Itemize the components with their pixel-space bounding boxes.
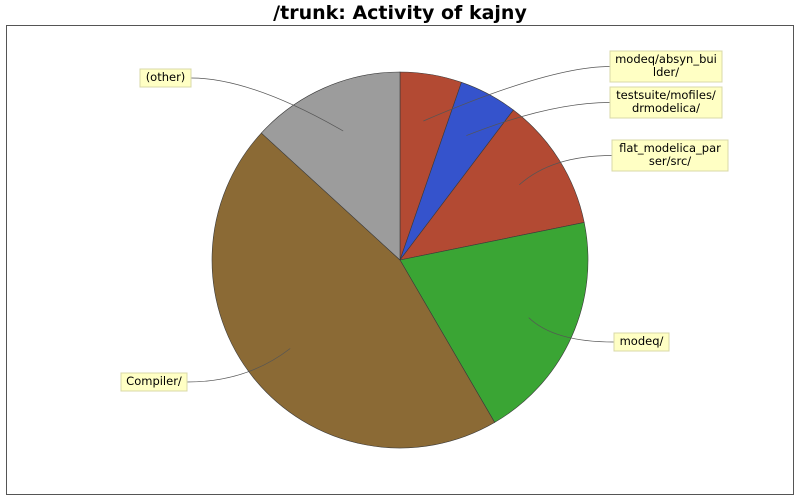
- slice-label-line: modeq/: [620, 334, 664, 348]
- slice-label-testsuite-mofiles-drmodelica: testsuite/mofiles/drmodelica/: [609, 86, 723, 119]
- leader-line-modeq-absyn-builder: [423, 66, 611, 122]
- leader-line-testsuite-mofiles-drmodelica: [466, 102, 611, 136]
- slice-label-line: drmodelica/: [632, 101, 700, 115]
- pie-slice-modeq: [399, 222, 589, 423]
- leader-line-modeq: [528, 317, 615, 343]
- slice-label-line: testsuite/mofiles/: [616, 88, 716, 102]
- pie-slice-flat-modelica-parser-src: [399, 109, 585, 261]
- pie-slice-compiler: [211, 132, 496, 449]
- chart-title: /trunk: Activity of kajny: [273, 2, 527, 24]
- slice-label-line: (other): [146, 70, 186, 84]
- labels-layer: modeq/absyn_builder/testsuite/mofiles/dr…: [120, 50, 729, 392]
- leader-line-compiler: [186, 348, 291, 383]
- slice-label-line: Compiler/: [126, 374, 182, 388]
- slices-layer: [211, 71, 589, 449]
- slice-label-line: modeq/absyn_bui: [615, 52, 717, 66]
- leader-line-flat-modelica-parser-src: [519, 155, 613, 186]
- slice-label-other: (other): [139, 68, 192, 88]
- slice-label-line: ser/src/: [649, 154, 691, 168]
- pie-slice-other: [260, 71, 401, 261]
- leaders-layer: [186, 66, 615, 383]
- slice-label-modeq: modeq/: [613, 332, 670, 352]
- slice-label-line: flat_modelica_par: [619, 141, 721, 155]
- slice-label-line: lder/: [653, 65, 679, 79]
- leader-line-other: [190, 77, 344, 132]
- slice-label-compiler: Compiler/: [120, 372, 188, 392]
